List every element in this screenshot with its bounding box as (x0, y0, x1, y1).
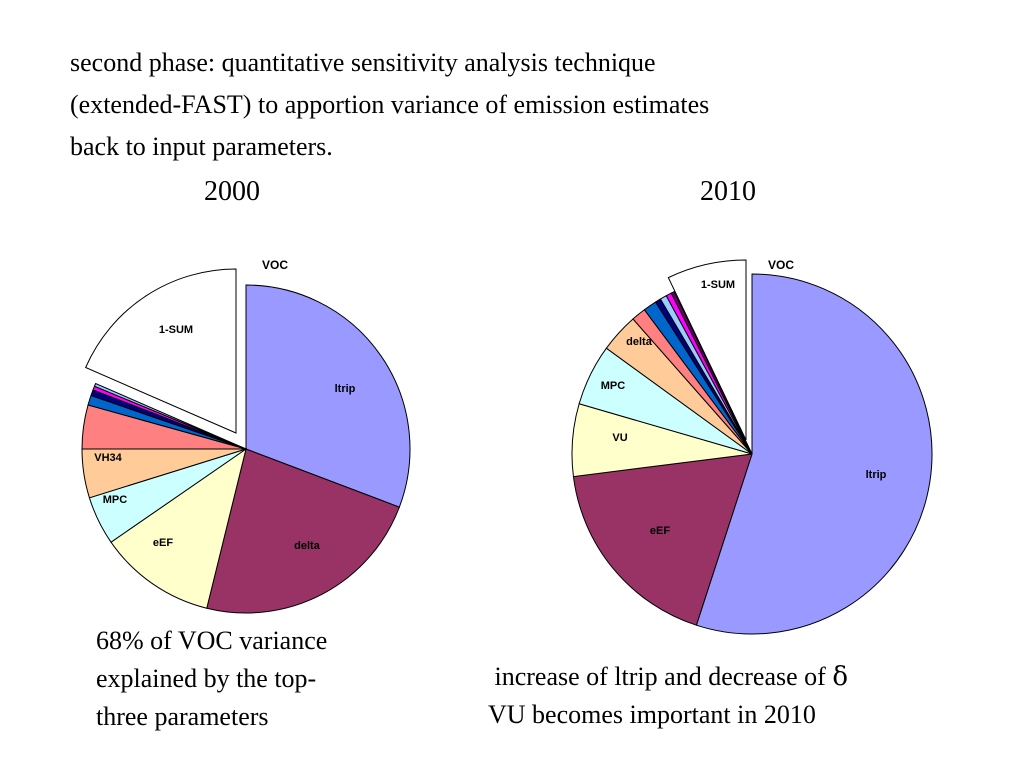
slice-label-1-SUM: 1-SUM (159, 324, 193, 336)
slice-label-MPC: MPC (601, 380, 626, 392)
pie-slice-ltrip (245, 284, 411, 508)
intro-text: second phase: quantitative sensitivity a… (70, 42, 970, 168)
note-left-line-1: 68% of VOC variance (96, 626, 328, 655)
note-right-text: increase of ltrip and decrease of (494, 662, 826, 691)
pie-chart-2010: ltrip eEF VU MPC delta 1-SUM VOC (571, 258, 933, 635)
slice-label-eEF: eEF (153, 537, 173, 549)
note-right-line-2: VU becomes important in 2010 (488, 700, 816, 729)
slice-label-1-SUM: 1-SUM (701, 279, 735, 291)
pie-slice-eEF (110, 447, 247, 609)
chart-title-2000: 2000 (204, 176, 260, 207)
slice-label-VU: VU (612, 432, 627, 444)
note-right-line-1: increase of ltrip and decrease of δ (488, 658, 848, 696)
slice-label-MPC: MPC (103, 494, 128, 506)
slice-label-ltrip: ltrip (335, 383, 356, 395)
chart-subtitle-voc: VOC (262, 258, 288, 272)
note-left-line-2: explained by the top- (96, 664, 317, 693)
slice-label-VH34: VH34 (94, 452, 122, 464)
pie-slice-1-SUM (84, 268, 237, 434)
intro-line-3: back to input parameters. (70, 132, 333, 161)
delta-symbol: δ (832, 662, 848, 692)
pie-slice-minor-9 (93, 382, 247, 450)
chart-subtitle-voc: VOC (768, 258, 794, 272)
pie-chart-2000: ltrip delta eEF MPC VH34 1-SUM VOC (81, 258, 411, 614)
intro-line-1: second phase: quantitative sensitivity a… (70, 48, 656, 77)
note-left: 68% of VOC variance explained by the top… (96, 622, 327, 736)
pie-slice-eEF (572, 453, 753, 626)
intro-line-2: (extended-FAST) to apportion variance of… (70, 90, 710, 119)
chart-title-2010: 2010 (700, 176, 756, 207)
slice-label-eEF: eEF (650, 525, 670, 537)
slice-label-ltrip: ltrip (866, 469, 887, 481)
pie-slice-minor-10 (670, 290, 753, 455)
note-right: increase of ltrip and decrease of δ VU b… (488, 658, 848, 734)
slice-label-delta: delta (626, 336, 653, 348)
slice-label-delta: delta (294, 540, 321, 552)
pie-slice-ltrip (695, 273, 933, 635)
note-left-line-3: three parameters (96, 702, 269, 731)
pie-slice-delta (206, 448, 400, 614)
pie-slice-1-SUM (667, 259, 747, 441)
